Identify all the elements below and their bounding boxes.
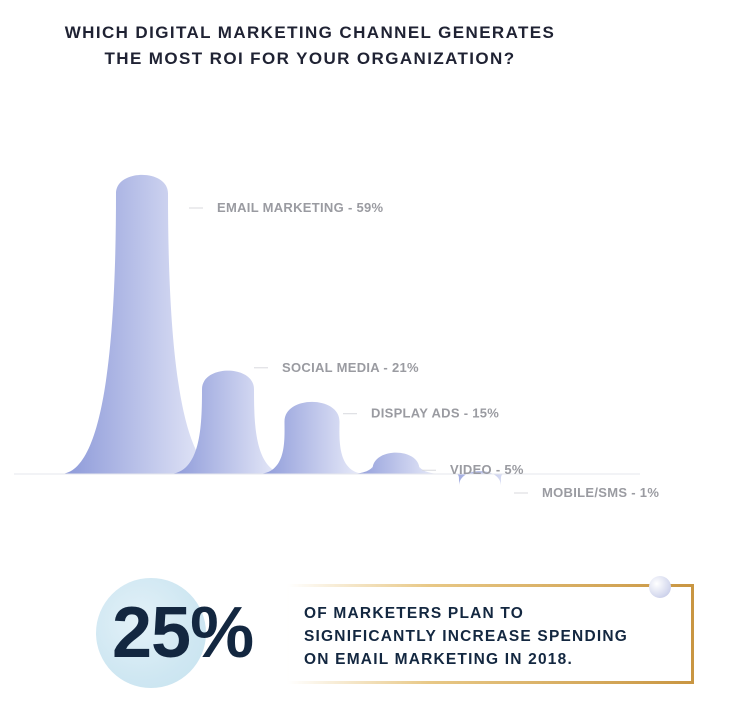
peak-email-marketing	[60, 174, 224, 474]
peak-video	[349, 452, 443, 474]
peak-mobile-sms	[438, 470, 522, 486]
title-line-2: THE MOST ROI FOR YOUR ORGANIZATION?	[104, 49, 516, 68]
label-mobile-sms: MOBILE/SMS - 1%	[542, 485, 659, 500]
stat-circle	[96, 578, 206, 688]
callout-text: OF MARKETERS PLAN TO SIGNIFICANTLY INCRE…	[304, 602, 684, 671]
frame-dot	[649, 576, 671, 598]
roi-peak-chart: EMAIL MARKETING - 59% SOCIAL MEDIA - 21% D…	[14, 174, 659, 500]
label-display-ads: DISPLAY ADS - 15%	[371, 406, 499, 421]
label-video: VIDEO - 5%	[450, 462, 524, 477]
callout-frame	[286, 584, 694, 684]
stat-value: 25%	[112, 593, 254, 673]
peak-social-media	[168, 370, 288, 474]
chart-title: WHICH DIGITAL MARKETING CHANNEL GENERATE…	[0, 20, 620, 72]
label-social-media: SOCIAL MEDIA - 21%	[282, 360, 419, 375]
label-email-marketing: EMAIL MARKETING - 59%	[217, 200, 384, 215]
callout-line-3: ON EMAIL MARKETING IN 2018.	[304, 651, 573, 668]
callout-line-1: OF MARKETERS PLAN TO	[304, 605, 525, 622]
stat-callout: 25% OF MARKETERS PLAN TO SIGNIFICANTLY I…	[96, 576, 696, 698]
peak-display-ads	[257, 401, 367, 474]
callout-line-2: SIGNIFICANTLY INCREASE SPENDING	[304, 628, 628, 645]
title-line-1: WHICH DIGITAL MARKETING CHANNEL GENERATE…	[64, 23, 556, 42]
